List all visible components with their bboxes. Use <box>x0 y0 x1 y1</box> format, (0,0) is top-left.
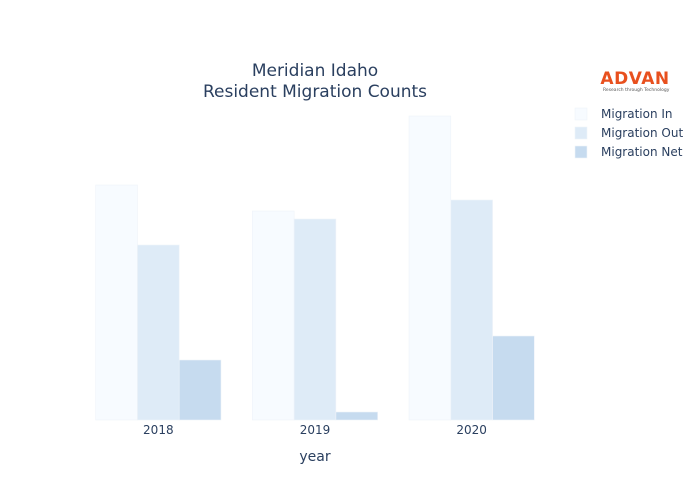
chart-subtitle: Resident Migration Counts <box>203 82 427 102</box>
bar-migration-in-2018[interactable] <box>95 184 138 421</box>
x-tick-label: 2018 <box>143 423 174 437</box>
legend-label[interactable]: Migration Out <box>601 126 683 140</box>
logo-wordmark: ADVAN <box>600 69 669 89</box>
legend-swatch[interactable] <box>574 107 588 121</box>
bar-migration-in-2019[interactable] <box>252 210 295 421</box>
bar-migration-in-2020[interactable] <box>408 115 452 421</box>
bar-migration-out-2020[interactable] <box>450 199 493 421</box>
bar-migration-net-2018[interactable] <box>178 359 222 421</box>
logo-tagline: Research through Technology <box>603 87 670 93</box>
bar-migration-out-2018[interactable] <box>137 244 180 421</box>
legend: Migration In Migration Out Migration Net <box>574 107 683 159</box>
advan-logo: ADVAN Research through Technology <box>600 69 669 93</box>
x-tick-label: 2019 <box>300 423 331 437</box>
legend-label[interactable]: Migration In <box>601 107 673 121</box>
bars-group <box>95 115 535 421</box>
legend-swatch[interactable] <box>574 145 588 159</box>
bar-migration-net-2020[interactable] <box>492 335 535 421</box>
bar-migration-net-2019[interactable] <box>335 411 378 421</box>
x-tick-label: 2020 <box>456 423 487 437</box>
x-axis-ticks: 2018 2019 2020 <box>143 423 487 437</box>
chart-title: Meridian Idaho <box>252 61 378 81</box>
legend-label[interactable]: Migration Net <box>601 145 683 159</box>
legend-swatch[interactable] <box>574 126 588 140</box>
bar-migration-out-2019[interactable] <box>293 218 337 421</box>
x-axis-title: year <box>299 449 330 465</box>
